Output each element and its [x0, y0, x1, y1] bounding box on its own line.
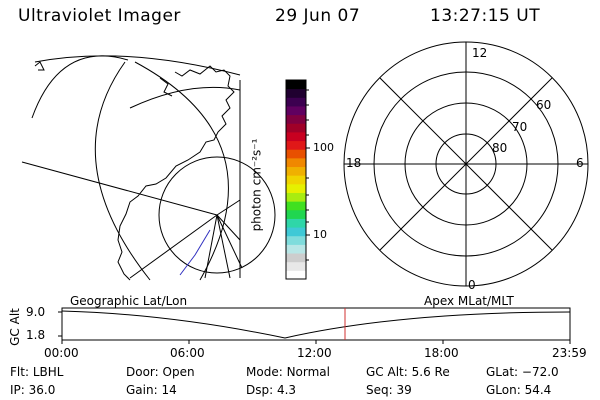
info-mode: Mode: Normal — [246, 365, 330, 379]
timeline-y-axis-label: GC Alt — [7, 308, 22, 346]
info-glat: GLat: −72.0 — [486, 365, 559, 379]
info-glon: GLon: 54.4 — [486, 383, 552, 397]
timeline-plot — [58, 307, 571, 344]
colorbar-swatch — [286, 261, 306, 271]
colorbar-swatch — [286, 157, 306, 168]
time-label: 13:27:15 UT — [430, 6, 541, 26]
lat-arc-outer — [34, 55, 241, 76]
lat-label-80: 80 — [492, 141, 508, 155]
meridian-arc — [134, 61, 229, 281]
info-dsp: Dsp: 4.3 — [246, 383, 297, 397]
meridian-7 — [216, 214, 231, 279]
colorbar-ticks — [306, 89, 310, 261]
mlt-label-0: 0 — [468, 278, 476, 292]
colorbar-swatch — [286, 227, 306, 237]
colorbar-swatch — [286, 201, 306, 211]
coastline — [117, 65, 235, 281]
colorbar-swatch — [286, 105, 306, 116]
colorbar-swatch — [286, 131, 306, 142]
meridian-6 — [204, 214, 218, 279]
colorbar-swatch — [286, 235, 306, 245]
lat-label-70: 70 — [512, 120, 528, 134]
timeline-frame — [61, 307, 571, 341]
colorbar-swatch — [286, 114, 306, 124]
date-label: 29 Jun 07 — [275, 6, 361, 26]
info-seq: Seq: 39 — [366, 383, 412, 397]
colorbar-swatch — [286, 218, 306, 228]
geographic-map — [21, 55, 276, 281]
colorbar-frame — [285, 79, 307, 280]
meridian-1 — [21, 161, 218, 216]
altitude-curve — [61, 310, 571, 339]
polar-diagonal-2 — [379, 77, 553, 251]
colorbar-swatch — [286, 183, 306, 193]
colorbar-swatch — [286, 123, 306, 133]
apex-panel-label: Apex MLat/MLT — [424, 294, 514, 308]
colorbar-swatch — [286, 166, 306, 176]
colorbar-swatch — [286, 80, 306, 90]
polar-plot — [343, 41, 589, 287]
colorbar-swatch — [286, 244, 306, 254]
colorbar-swatch — [286, 88, 306, 98]
info-door: Door: Open — [126, 365, 195, 379]
info-flt: Flt: LBHL — [10, 365, 64, 379]
meridian-2 — [216, 199, 241, 216]
time-tick-0: 00:00 — [44, 346, 79, 360]
time-tick-1: 06:00 — [170, 346, 205, 360]
instrument-title: Ultraviolet Imager — [18, 6, 181, 26]
y-tick-high: 9.0 — [26, 305, 46, 319]
colorbar-swatch — [286, 253, 306, 263]
time-tick-3: 18:00 — [424, 346, 459, 360]
limb-arc — [94, 61, 151, 281]
meridian-5 — [129, 214, 218, 279]
coastline-fragment — [34, 61, 45, 71]
mlt-label-6: 6 — [576, 156, 584, 170]
info-gain: Gain: 14 — [126, 383, 177, 397]
colorbar-swatch — [286, 270, 306, 280]
colorbar-unit-label: photon cm⁻²s⁻¹ — [249, 138, 264, 232]
colorbar-swatch — [286, 192, 306, 202]
time-tick-4: 23:59 — [552, 346, 587, 360]
lat-arc-top — [31, 55, 129, 119]
lat-label-60: 60 — [536, 98, 552, 112]
colorbar-swatch — [286, 97, 306, 107]
colorbar-tick-10: 10 — [313, 228, 327, 241]
colorbar-tick-100: 100 — [313, 141, 334, 154]
meridian-4 — [216, 214, 243, 269]
info-ip: IP: 36.0 — [10, 383, 56, 397]
mlt-label-18: 18 — [346, 156, 362, 170]
colorbar — [286, 80, 306, 280]
blue-coast-segment — [179, 229, 211, 276]
info-gc-alt: GC Alt: 5.6 Re — [366, 365, 450, 379]
meridian-3 — [216, 214, 241, 241]
colorbar-swatch — [286, 140, 306, 150]
time-tick-2: 12:00 — [297, 346, 332, 360]
coastline-island — [159, 77, 173, 97]
lat-arc-mid — [129, 86, 241, 109]
geographic-panel-label: Geographic Lat/Lon — [70, 294, 188, 308]
colorbar-swatch — [286, 175, 306, 185]
mlt-label-12: 12 — [472, 46, 488, 60]
colorbar-swatch — [286, 149, 306, 159]
y-tick-low: 1.8 — [26, 328, 46, 342]
colorbar-swatch — [286, 209, 306, 219]
lat-circle-inner — [158, 156, 276, 274]
